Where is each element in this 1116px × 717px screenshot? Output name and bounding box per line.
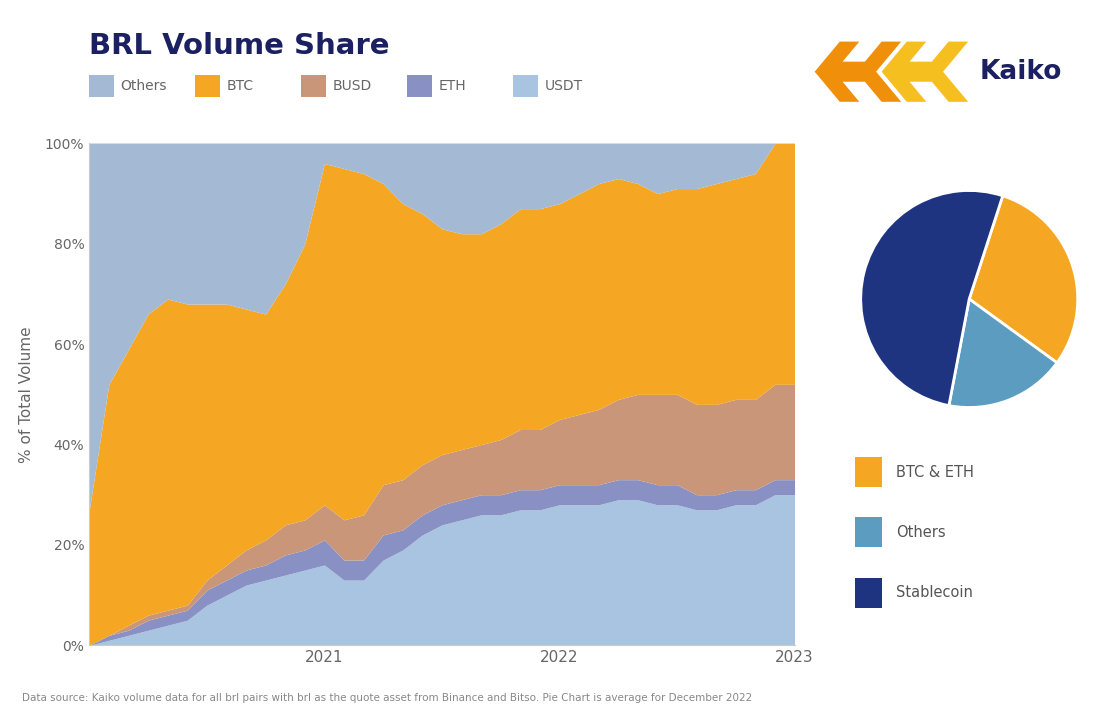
Text: USDT: USDT (545, 79, 583, 93)
Text: Data source: Kaiko volume data for all brl pairs with brl as the quote asset fro: Data source: Kaiko volume data for all b… (22, 693, 752, 703)
Y-axis label: % of Total Volume: % of Total Volume (19, 326, 33, 462)
Text: BRL Volume Share: BRL Volume Share (89, 32, 389, 60)
Text: Others: Others (121, 79, 167, 93)
Polygon shape (882, 42, 969, 102)
Text: Kaiko: Kaiko (980, 59, 1061, 85)
FancyBboxPatch shape (855, 457, 883, 488)
Text: Others: Others (896, 525, 945, 540)
Text: BTC & ETH: BTC & ETH (896, 465, 974, 480)
Polygon shape (815, 42, 902, 102)
Text: BUSD: BUSD (333, 79, 372, 93)
FancyBboxPatch shape (855, 518, 883, 548)
FancyBboxPatch shape (855, 578, 883, 608)
Text: BTC: BTC (227, 79, 253, 93)
Text: ETH: ETH (439, 79, 466, 93)
Text: Stablecoin: Stablecoin (896, 585, 973, 600)
